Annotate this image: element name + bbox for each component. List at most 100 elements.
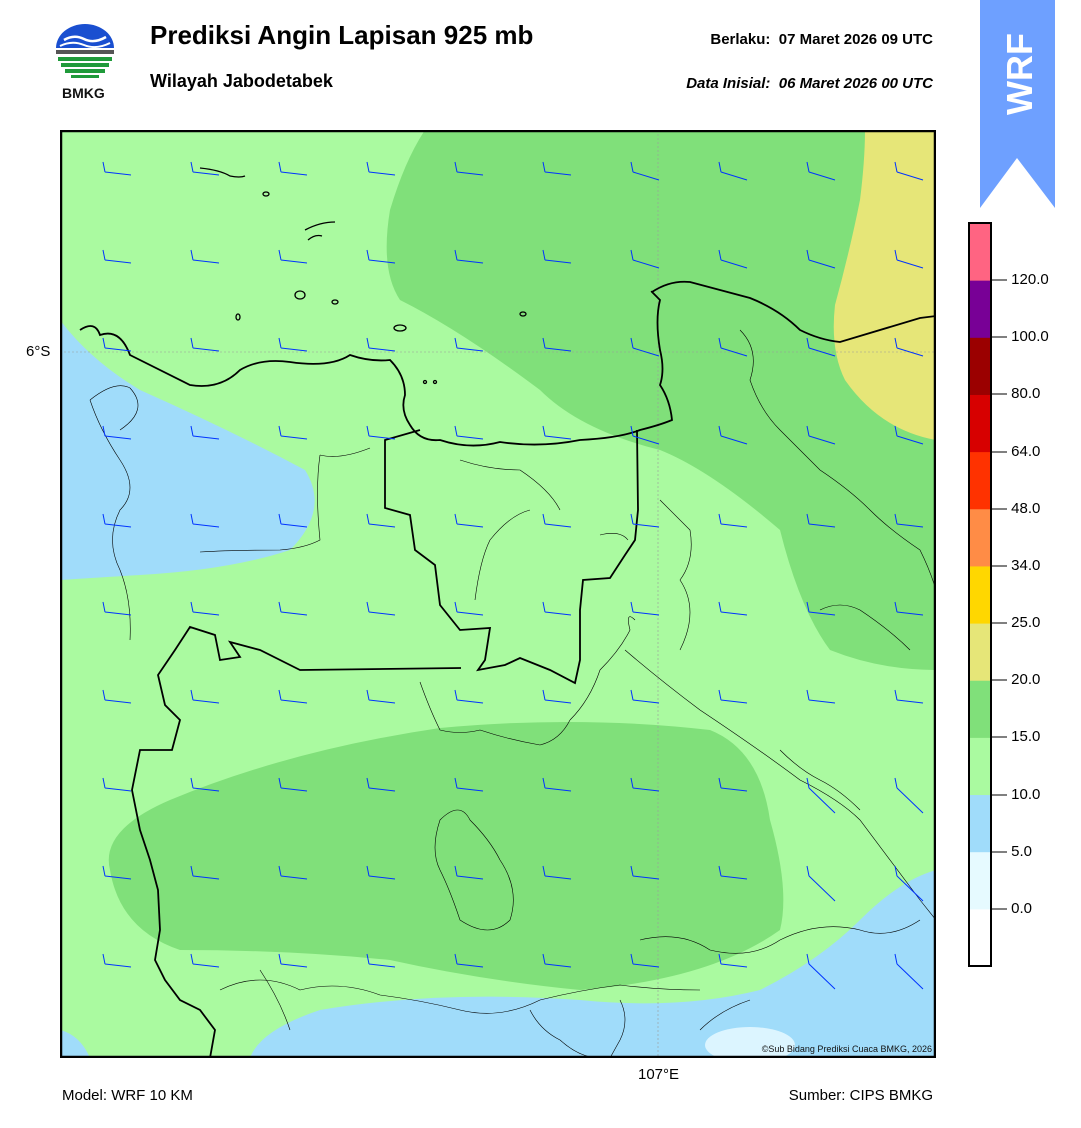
- wind-barb: [190, 689, 220, 704]
- wind-barb: [542, 601, 572, 616]
- valid-label: Berlaku:: [710, 31, 771, 48]
- wind-barb: [718, 601, 748, 616]
- org-label: BMKG: [62, 85, 105, 101]
- region-subtitle: Wilayah Jabodetabek: [150, 71, 333, 91]
- wind-barb: [454, 777, 484, 792]
- wind-barb: [630, 601, 660, 616]
- wind-barb: [894, 425, 924, 445]
- colorbar-tick-label: — 100.0: [992, 328, 1049, 346]
- wind-barb: [102, 953, 132, 968]
- wind-barb: [894, 777, 924, 814]
- wind-barb: [630, 249, 660, 269]
- wind-barb: [806, 425, 836, 445]
- wind-barb: [278, 865, 308, 880]
- wind-barb: [366, 513, 396, 528]
- wind-barb: [894, 337, 924, 357]
- wind-barb: [894, 689, 924, 704]
- wind-barb: [806, 865, 836, 902]
- wind-barb: [454, 865, 484, 880]
- colorbar-block: [969, 737, 991, 796]
- wind-barb: [630, 425, 660, 445]
- wind-barb: [190, 777, 220, 792]
- fill-15-20-south: [108, 721, 784, 990]
- wind-barb: [366, 425, 396, 440]
- wind-barb: [542, 249, 572, 264]
- wind-barb: [366, 161, 396, 176]
- wind-barb: [278, 689, 308, 704]
- wind-barb: [190, 425, 220, 440]
- wind-barb: [454, 601, 484, 616]
- wind-barb: [806, 337, 836, 357]
- wind-barb: [894, 513, 924, 528]
- colorbar-tick-label: — 120.0: [992, 271, 1049, 289]
- colorbar-tick-label: — 48.0: [992, 499, 1041, 517]
- colorbar-block: [969, 680, 991, 738]
- wind-barb: [190, 513, 220, 528]
- wind-barb: [278, 249, 308, 264]
- bmkg-logo-icon: [56, 24, 114, 78]
- wind-barb: [894, 953, 924, 990]
- wind-barb: [366, 601, 396, 616]
- init-time: Data Inisial: 06 Maret 2026 00 UTC: [686, 75, 933, 92]
- colorbar-tick-label: — 20.0: [992, 671, 1041, 689]
- wind-barb: [718, 513, 748, 528]
- wind-barb: [630, 953, 660, 968]
- wind-barb: [630, 777, 660, 792]
- wind-barb: [894, 601, 924, 616]
- wind-barb: [102, 425, 132, 440]
- colorbar-tick-label: — 0.0: [992, 899, 1033, 917]
- wind-barb: [894, 249, 924, 269]
- wind-barb: [102, 865, 132, 880]
- wind-barb: [630, 513, 660, 528]
- wind-barb: [102, 601, 132, 616]
- colorbar-tick-label: — 64.0: [992, 442, 1041, 460]
- wind-barb: [190, 161, 220, 176]
- model-label: Model: WRF 10 KM: [62, 1087, 193, 1104]
- wind-barb: [190, 249, 220, 264]
- wind-barb: [542, 865, 572, 880]
- colorbar-block: [969, 851, 991, 910]
- coastline-path: [79, 280, 934, 447]
- wind-barb: [894, 161, 924, 181]
- fill-5-10-sw: [62, 1030, 90, 1056]
- wind-barb: [718, 161, 748, 181]
- wind-barb: [102, 777, 132, 792]
- colorbar-block: [969, 451, 991, 510]
- wind-barb: [102, 689, 132, 704]
- colorbar-block: [969, 508, 991, 567]
- colorbar-block: [969, 908, 991, 967]
- wind-barb: [190, 865, 220, 880]
- colorbar-block: [969, 623, 991, 681]
- wind-barb: [366, 777, 396, 792]
- map-frame: [60, 130, 936, 1058]
- valid-value: 07 Maret 2026 09 UTC: [778, 31, 933, 48]
- wind-barb: [366, 689, 396, 704]
- wind-barb: [190, 337, 220, 352]
- colorbar-tick-label: — 80.0: [992, 385, 1041, 403]
- wrf-ribbon-label: WRF: [999, 33, 1040, 115]
- wind-barb: [102, 249, 132, 264]
- valid-time: Berlaku: 07 Maret 2026 09 UTC: [710, 31, 933, 48]
- wind-barb: [630, 337, 660, 357]
- wind-barb: [278, 513, 308, 528]
- colorbar-block: [969, 794, 991, 853]
- wrf-ribbon-shape: WRF: [980, 0, 1055, 208]
- wind-barb: [542, 337, 572, 352]
- fill-15-20-north: [386, 132, 934, 670]
- colorbar-blocks: [969, 223, 991, 967]
- wind-barb: [366, 249, 396, 264]
- wind-barb: [542, 953, 572, 968]
- colorbar-block: [969, 394, 991, 453]
- wind-barb: [366, 953, 396, 968]
- wind-barb: [278, 777, 308, 792]
- wind-barb: [630, 865, 660, 880]
- wind-barb: [278, 337, 308, 352]
- wind-barb: [542, 689, 572, 704]
- wind-barb: [718, 425, 748, 445]
- wind-barb: [190, 953, 220, 968]
- wind-barb: [190, 601, 220, 616]
- wind-barb: [366, 865, 396, 880]
- wind-barb: [894, 865, 924, 902]
- wind-barb: [278, 425, 308, 440]
- province-border-dki-west: [384, 429, 639, 685]
